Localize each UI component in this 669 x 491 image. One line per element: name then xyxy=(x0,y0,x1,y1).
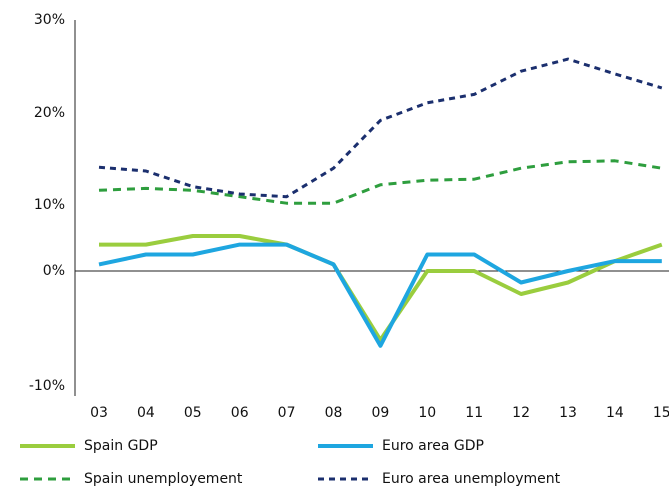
x-tick-label: 14 xyxy=(606,405,624,421)
x-tick-label: 09 xyxy=(371,405,389,421)
series-line xyxy=(99,234,663,342)
y-tick-label: 20% xyxy=(34,105,65,121)
x-tick-label: 03 xyxy=(90,405,108,421)
x-tick-label: 06 xyxy=(231,405,249,421)
x-tick-label: 11 xyxy=(465,405,483,421)
x-tick-label: 15 xyxy=(653,405,669,421)
y-tick-label: -10% xyxy=(29,378,65,394)
x-tick-label: 05 xyxy=(184,405,202,421)
x-tick-label: 07 xyxy=(278,405,296,421)
y-tick-label: 30% xyxy=(34,12,65,28)
legend-label: Spain unemployement xyxy=(84,471,243,487)
legend-label: Euro area GDP xyxy=(382,438,484,454)
legend-label: Spain GDP xyxy=(84,438,158,454)
x-tick-label: 04 xyxy=(137,405,155,421)
x-tick-label: 12 xyxy=(512,405,530,421)
legend-label: Euro area unemployment xyxy=(382,471,561,487)
y-tick-label: 10% xyxy=(34,197,65,213)
y-tick-label: 0% xyxy=(43,263,65,279)
x-tick-label: 13 xyxy=(559,405,577,421)
series-line xyxy=(98,159,663,205)
x-tick-label: 08 xyxy=(325,405,343,421)
x-tick-label: 10 xyxy=(418,405,436,421)
series-line xyxy=(98,242,662,348)
series-line xyxy=(98,57,663,199)
